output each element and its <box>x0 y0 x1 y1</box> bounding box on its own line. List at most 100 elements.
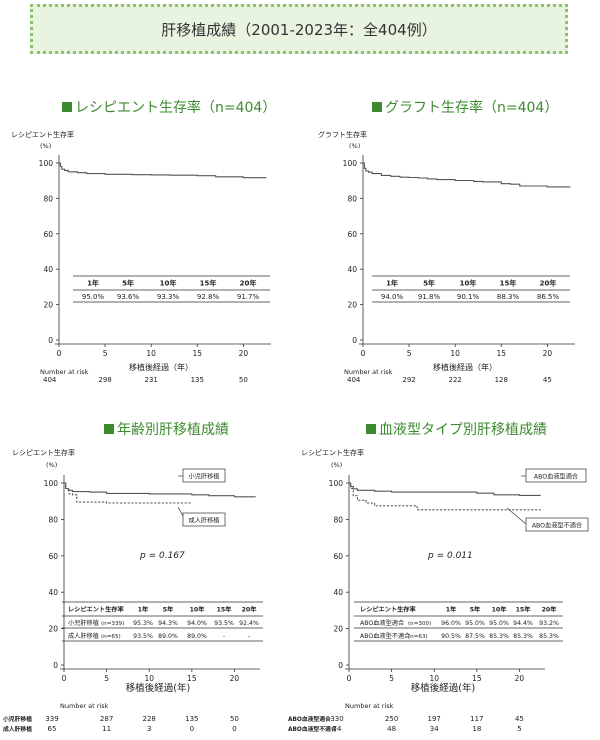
heading-age-outcome: 年齢別肝移植成績 <box>104 419 229 439</box>
table-cell: 89.0% <box>187 633 207 640</box>
table-cell: 93.5% <box>133 633 153 640</box>
y-tick-label: 80 <box>48 515 58 524</box>
table-header: 10年 <box>460 279 477 288</box>
table-row-n: (n=300) <box>408 621 431 627</box>
x-tick-label: 5 <box>407 349 412 358</box>
table-cell: 92.8% <box>197 293 220 301</box>
x-tick-label: 0 <box>361 349 366 358</box>
table-header: 15年 <box>217 606 233 614</box>
risk-row-label: 成人肝移植 <box>3 725 32 733</box>
risk-value: 74 <box>333 725 342 733</box>
table-cell: 89.0% <box>158 633 178 640</box>
table-header: 20年 <box>540 279 557 288</box>
risk-value: 135 <box>185 715 198 723</box>
risk-value: 65 <box>48 725 57 733</box>
survival-curve-primary <box>64 482 256 498</box>
risk-row-label: ABO血液型不適合 <box>288 725 337 733</box>
table-cell: 91.7% <box>237 293 260 301</box>
x-axis-label: 移植後経過(年) <box>126 682 190 694</box>
risk-value: 404 <box>43 376 57 384</box>
y-tick-label: 100 <box>329 479 344 488</box>
x-tick-label: 5 <box>103 349 108 358</box>
risk-value: 298 <box>98 376 111 384</box>
survival-curve-secondary <box>64 482 192 504</box>
y-tick-label: 60 <box>43 230 53 239</box>
table-header: 20年 <box>242 606 258 614</box>
heading-square-icon <box>366 424 376 434</box>
table-header: 10年 <box>190 606 206 614</box>
table-header: 5年 <box>470 606 481 614</box>
table-cell: 93.5% <box>214 620 234 627</box>
table-cell: 94.0% <box>381 293 404 301</box>
x-tick-label: 20 <box>230 674 240 683</box>
risk-title: Number at risk <box>345 702 394 710</box>
table-cell: 85.3% <box>539 633 559 640</box>
risk-value: 197 <box>428 715 441 723</box>
y-tick-label: 40 <box>48 588 58 597</box>
y-axis-unit: (%) <box>331 461 342 469</box>
legend-label: ABO血液型適合 <box>534 472 578 480</box>
table-cell: 95.0% <box>82 293 105 301</box>
y-tick-label: 100 <box>343 159 358 168</box>
x-axis-label: 移植後経過(年) <box>411 682 475 694</box>
risk-value: 117 <box>470 715 483 723</box>
table-header: 5年 <box>163 606 174 614</box>
table-row-n: (n=63) <box>408 634 428 640</box>
heading-square-icon <box>372 102 382 112</box>
legend-leader <box>506 507 527 525</box>
table-cell: 95.0% <box>465 620 485 627</box>
y-tick-label: 0 <box>53 661 58 670</box>
y-tick-label: 100 <box>44 479 59 488</box>
table-header-label: レシピエント生存率 <box>68 606 124 614</box>
y-tick-label: 60 <box>333 552 343 561</box>
heading-bloodtype-outcome: 血液型タイプ別肝移植成績 <box>366 419 547 439</box>
risk-value: 0 <box>190 725 194 733</box>
table-cell: 92.4% <box>239 620 259 627</box>
table-header: 10年 <box>160 279 177 288</box>
legend-label: 小児肝移植 <box>189 472 220 480</box>
table-cell: 94.3% <box>158 620 178 627</box>
y-tick-label: 100 <box>39 159 54 168</box>
x-axis-label: 移植後経過（年） <box>433 362 497 372</box>
table-cell: 94.0% <box>187 620 207 627</box>
risk-value: 330 <box>330 715 343 723</box>
table-cell: 95.0% <box>489 620 509 627</box>
y-tick-label: 20 <box>48 625 58 634</box>
legend-box <box>182 512 226 527</box>
risk-title: Number at risk <box>344 368 393 376</box>
heading-text: 年齢別肝移植成績 <box>117 422 229 438</box>
x-tick-label: 10 <box>429 674 439 683</box>
x-tick-label: 20 <box>543 349 553 358</box>
risk-value: 339 <box>45 715 58 723</box>
legend-box <box>525 468 587 483</box>
x-axis-label: 移植後経過（年） <box>129 362 193 372</box>
risk-value: 45 <box>515 715 524 723</box>
table-header: 15年 <box>500 279 517 288</box>
y-axis-label: レシピエント生存率 <box>12 448 75 457</box>
y-tick-label: 20 <box>333 625 343 634</box>
table-cell: - <box>248 633 250 640</box>
table-cell: 94.4% <box>513 620 533 627</box>
table-header: 15年 <box>516 606 532 614</box>
table-cell: 88.3% <box>497 293 520 301</box>
x-tick-label: 0 <box>347 674 352 683</box>
table-cell: - <box>223 633 225 640</box>
legend-leader <box>177 506 184 517</box>
risk-value: 231 <box>144 376 157 384</box>
heading-square-icon <box>62 102 72 112</box>
legend-label: 成人肝移植 <box>189 516 220 524</box>
table-cell: 87.5% <box>465 633 485 640</box>
y-tick-label: 60 <box>347 230 357 239</box>
x-tick-label: 10 <box>450 349 460 358</box>
table-cell: 93.6% <box>117 293 140 301</box>
table-cell: 86.5% <box>537 293 560 301</box>
risk-title: Number at risk <box>40 368 89 376</box>
y-axis-label: レシピエント生存率 <box>301 448 364 457</box>
table-header: 1年 <box>138 606 149 614</box>
y-tick-label: 0 <box>48 336 53 345</box>
risk-value: 128 <box>495 376 508 384</box>
risk-value: 11 <box>102 725 111 733</box>
x-tick-label: 20 <box>239 349 249 358</box>
table-header-label: レシピエント生存率 <box>360 606 416 614</box>
